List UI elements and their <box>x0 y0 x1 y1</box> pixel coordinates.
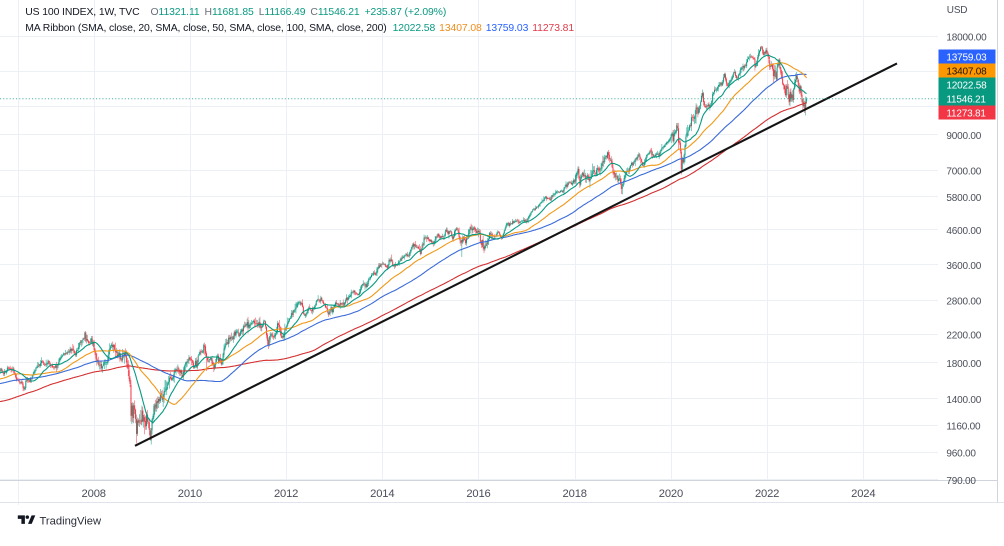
svg-text:2024: 2024 <box>851 488 875 500</box>
svg-text:2010: 2010 <box>178 488 202 500</box>
svg-text:18000.00: 18000.00 <box>946 32 987 43</box>
svg-text:1400.00: 1400.00 <box>946 395 981 406</box>
svg-text:2016: 2016 <box>466 488 490 500</box>
svg-text:2020: 2020 <box>659 488 683 500</box>
svg-text:2008: 2008 <box>82 488 106 500</box>
svg-text:5800.00: 5800.00 <box>946 193 981 204</box>
svg-text:960.00: 960.00 <box>946 448 976 459</box>
svg-text:MA Ribbon (SMA, close, 20, SMA: MA Ribbon (SMA, close, 20, SMA, close, 5… <box>25 23 574 34</box>
svg-text:USD: USD <box>947 5 968 16</box>
svg-text:12022.58: 12022.58 <box>946 81 987 92</box>
svg-text:2012: 2012 <box>274 488 298 500</box>
svg-text:2200.00: 2200.00 <box>946 331 981 342</box>
svg-text:1160.00: 1160.00 <box>946 422 981 433</box>
svg-text:7000.00: 7000.00 <box>946 167 981 178</box>
svg-text:3600.00: 3600.00 <box>946 261 981 272</box>
svg-text:2018: 2018 <box>563 488 587 500</box>
svg-text:2014: 2014 <box>370 488 394 500</box>
svg-text:2022: 2022 <box>755 488 779 500</box>
svg-text:13759.03: 13759.03 <box>946 53 987 64</box>
svg-text:TradingView: TradingView <box>40 515 102 527</box>
svg-text:1800.00: 1800.00 <box>946 359 981 370</box>
svg-text:4600.00: 4600.00 <box>946 226 981 237</box>
svg-text:13407.08: 13407.08 <box>946 67 987 78</box>
svg-text:11273.81: 11273.81 <box>946 109 986 120</box>
svg-text:790.00: 790.00 <box>946 476 976 487</box>
svg-text:9000.00: 9000.00 <box>946 131 981 142</box>
svg-text:11546.21: 11546.21 <box>946 95 986 106</box>
svg-text:2800.00: 2800.00 <box>946 297 981 308</box>
